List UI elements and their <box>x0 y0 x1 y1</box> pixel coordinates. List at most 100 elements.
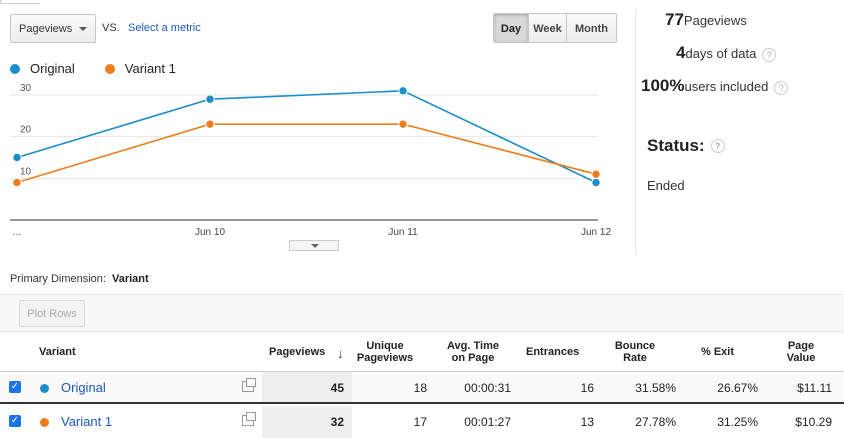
row-checkbox[interactable]: ✓ <box>9 415 21 427</box>
days-count: 4 <box>676 43 686 62</box>
primary-dimension-label: Primary Dimension: <box>10 273 106 285</box>
header-value-line2: Value <box>786 352 816 364</box>
data-point <box>205 119 215 129</box>
help-icon[interactable]: ? <box>774 81 789 95</box>
metric-select[interactable]: Pageviews <box>10 14 96 43</box>
x-tick-label: Jun 10 <box>195 227 225 238</box>
header-avg-line1: Avg. Time <box>447 340 499 352</box>
header-avg-time[interactable]: Avg. Time on Page <box>440 340 506 364</box>
data-point <box>591 177 601 188</box>
original-dot-icon <box>40 384 49 393</box>
week-button[interactable]: Week <box>528 14 566 42</box>
caret-down-icon <box>79 27 87 31</box>
cell-page-value: $11.11 <box>797 381 832 395</box>
days-label: days of data <box>685 46 757 61</box>
day-button[interactable]: Day <box>494 14 528 42</box>
status-heading: Status: ? <box>647 136 725 156</box>
table-toolbar: Plot Rows <box>0 294 844 332</box>
popout-icon[interactable] <box>242 412 256 426</box>
header-bounce-line1: Bounce <box>614 340 656 352</box>
cell-pageviews: 32 <box>330 415 344 429</box>
data-point <box>398 119 408 129</box>
legend-label-variant-1: Variant 1 <box>124 61 176 76</box>
users-percent: 100% <box>641 76 685 95</box>
header-unique-pageviews[interactable]: Unique Pageviews <box>352 340 418 364</box>
month-button[interactable]: Month <box>566 14 616 42</box>
data-point <box>398 86 408 96</box>
chart-legend: Original Variant 1 <box>10 61 176 76</box>
original-dot-icon <box>10 63 20 74</box>
chart-expand-handle[interactable] <box>289 240 339 251</box>
pageviews-total: 77 <box>665 10 684 29</box>
legend-item-original[interactable]: Original <box>10 61 75 76</box>
cell-bounce-rate: 27.78% <box>635 415 676 429</box>
x-tick-label: … <box>12 227 22 238</box>
header-bounce-rate[interactable]: Bounce Rate <box>610 340 660 364</box>
status-value: Ended <box>647 178 685 193</box>
table-row: ✓ Variant 1 32 17 00:01:27 13 27.78% 31.… <box>0 406 844 438</box>
series-line-variant-1 <box>16 123 597 184</box>
primary-dimension: Primary Dimension: Variant <box>10 273 149 285</box>
data-point <box>591 169 601 179</box>
legend-item-variant-1[interactable]: Variant 1 <box>104 61 176 76</box>
divider <box>635 10 636 254</box>
pageviews-summary: 77 Pageviews <box>665 10 747 30</box>
popout-icon[interactable] <box>242 378 256 392</box>
users-label: users included <box>684 79 769 94</box>
help-icon[interactable]: ? <box>762 48 777 62</box>
header-exit[interactable]: % Exit <box>701 346 735 358</box>
header-avg-line2: on Page <box>451 352 495 364</box>
header-bounce-line2: Rate <box>623 352 647 364</box>
data-point <box>12 152 22 163</box>
help-icon[interactable]: ? <box>710 139 725 153</box>
y-tick-label: 10 <box>20 166 32 177</box>
variant-link-original[interactable]: Original <box>61 380 106 395</box>
header-pageviews[interactable]: Pageviews <box>269 346 326 358</box>
caret-down-icon <box>311 244 319 248</box>
cell-pageviews: 45 <box>330 381 344 395</box>
header-unique-line2: Pageviews <box>356 352 414 364</box>
cell-bounce-rate: 31.58% <box>635 381 676 395</box>
tab-edge <box>0 0 40 4</box>
y-tick-label: 20 <box>20 125 32 136</box>
plot-rows-button[interactable]: Plot Rows <box>19 300 85 327</box>
header-page-value[interactable]: Page Value <box>776 340 826 364</box>
table-row: ✓ Original 45 18 00:00:31 16 31.58% 26.6… <box>0 372 844 404</box>
cell-unique-pageviews: 18 <box>413 381 427 395</box>
pageviews-total-label: Pageviews <box>683 13 747 28</box>
users-summary: 100% users included ? <box>641 76 789 96</box>
line-chart: 30 20 10 … Jun 10 Jun 11 Jun 12 <box>10 83 611 238</box>
vs-label: VS. <box>102 22 120 34</box>
cell-exit: 31.25% <box>717 415 758 429</box>
header-value-line1: Page <box>787 340 815 352</box>
x-tick-label: Jun 11 <box>388 227 418 238</box>
period-toggle: Day Week Month <box>493 13 617 43</box>
table-header: Variant Pageviews Unique Pageviews Avg. … <box>0 332 844 372</box>
cell-entrances: 16 <box>580 381 594 395</box>
data-point <box>205 94 215 104</box>
cell-entrances: 13 <box>580 415 594 429</box>
pageviews-column-highlight <box>262 372 352 402</box>
cell-avg-time: 00:01:27 <box>464 415 511 429</box>
metric-select-label: Pageviews <box>19 23 73 35</box>
status-label: Status: <box>647 136 705 155</box>
row-checkbox[interactable]: ✓ <box>9 381 21 393</box>
cell-page-value: $10.29 <box>795 415 832 429</box>
legend-label-original: Original <box>30 61 75 76</box>
data-point <box>12 177 22 188</box>
cell-unique-pageviews: 17 <box>413 415 427 429</box>
sort-down-icon[interactable]: ↓ <box>337 346 344 361</box>
variant-1-dot-icon <box>40 418 49 427</box>
cell-exit: 26.67% <box>717 381 758 395</box>
variant-link-variant-1[interactable]: Variant 1 <box>61 414 113 429</box>
variant-1-dot-icon <box>104 63 115 74</box>
select-metric-link[interactable]: Select a metric <box>128 22 201 34</box>
pageviews-column-highlight <box>262 406 352 438</box>
header-variant[interactable]: Variant <box>39 346 76 358</box>
y-tick-label: 30 <box>20 83 32 94</box>
header-entrances[interactable]: Entrances <box>526 346 580 358</box>
days-summary: 4 days of data ? <box>676 43 777 63</box>
primary-dimension-variant[interactable]: Variant <box>111 273 149 285</box>
header-unique-line1: Unique <box>366 340 404 352</box>
x-tick-label: Jun 12 <box>581 227 611 238</box>
